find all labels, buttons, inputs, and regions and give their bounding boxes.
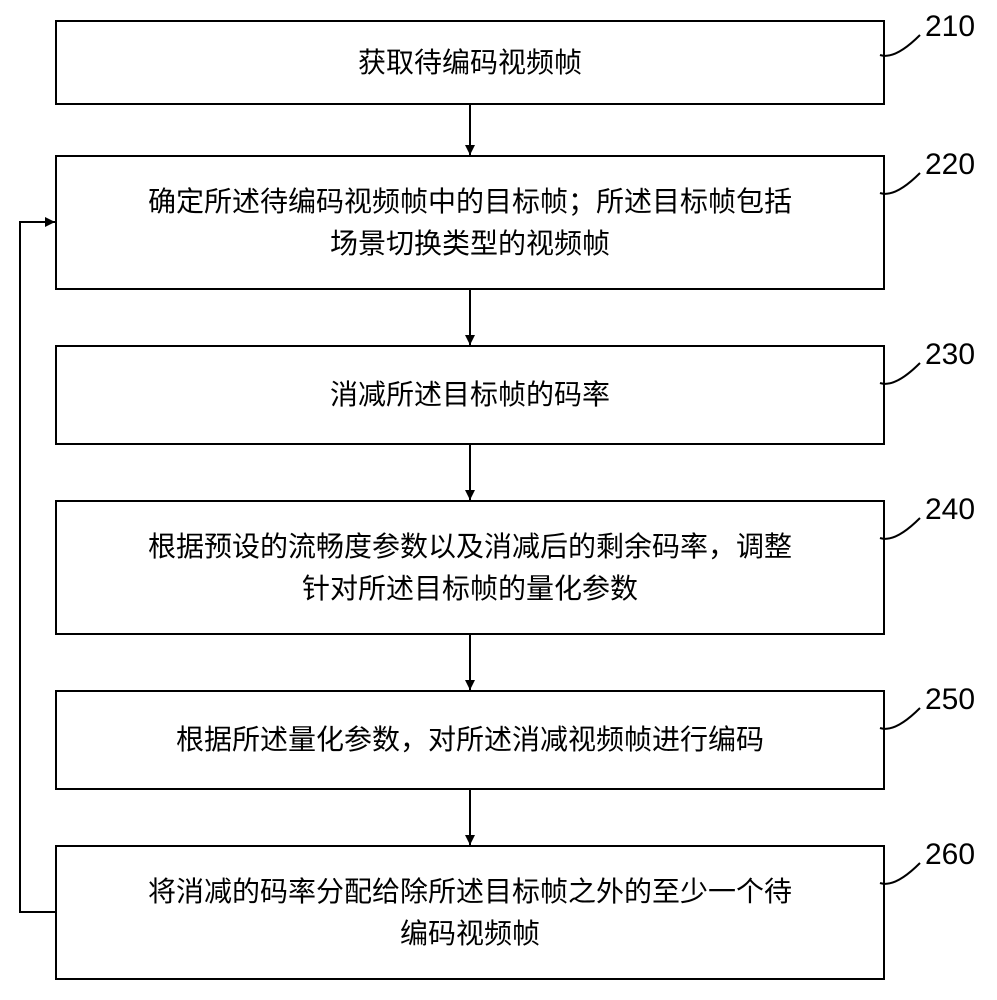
- leader-260: [880, 863, 920, 884]
- node-text: 消减所述目标帧的码率: [320, 374, 620, 416]
- node-text: 根据预设的流畅度参数以及消减后的剩余码率，调整 针对所述目标帧的量化参数: [138, 526, 802, 610]
- leader-230: [880, 363, 920, 384]
- flowchart-node-240: 根据预设的流畅度参数以及消减后的剩余码率，调整 针对所述目标帧的量化参数: [55, 500, 885, 635]
- flowchart-node-260: 将消减的码率分配给除所述目标帧之外的至少一个待 编码视频帧: [55, 845, 885, 980]
- leader-220: [880, 173, 920, 194]
- step-label-250: 250: [925, 683, 975, 717]
- leader-250: [880, 708, 920, 729]
- flowchart-node-220: 确定所述待编码视频帧中的目标帧；所述目标帧包括 场景切换类型的视频帧: [55, 155, 885, 290]
- step-label-230: 230: [925, 338, 975, 372]
- node-text: 获取待编码视频帧: [348, 42, 592, 84]
- flowchart-node-230: 消减所述目标帧的码率: [55, 345, 885, 445]
- flowchart-node-250: 根据所述量化参数，对所述消减视频帧进行编码: [55, 690, 885, 790]
- leader-240: [880, 518, 920, 539]
- node-text: 确定所述待编码视频帧中的目标帧；所述目标帧包括 场景切换类型的视频帧: [138, 181, 802, 265]
- node-text: 根据所述量化参数，对所述消减视频帧进行编码: [166, 719, 774, 761]
- edge-260-220-feedback: [20, 222, 55, 912]
- leader-210: [880, 35, 920, 56]
- flowchart-canvas: 获取待编码视频帧 确定所述待编码视频帧中的目标帧；所述目标帧包括 场景切换类型的…: [0, 0, 997, 1000]
- step-label-210: 210: [925, 10, 975, 44]
- step-label-220: 220: [925, 148, 975, 182]
- step-label-240: 240: [925, 493, 975, 527]
- flowchart-node-210: 获取待编码视频帧: [55, 20, 885, 105]
- step-label-260: 260: [925, 838, 975, 872]
- node-text: 将消减的码率分配给除所述目标帧之外的至少一个待 编码视频帧: [138, 871, 802, 955]
